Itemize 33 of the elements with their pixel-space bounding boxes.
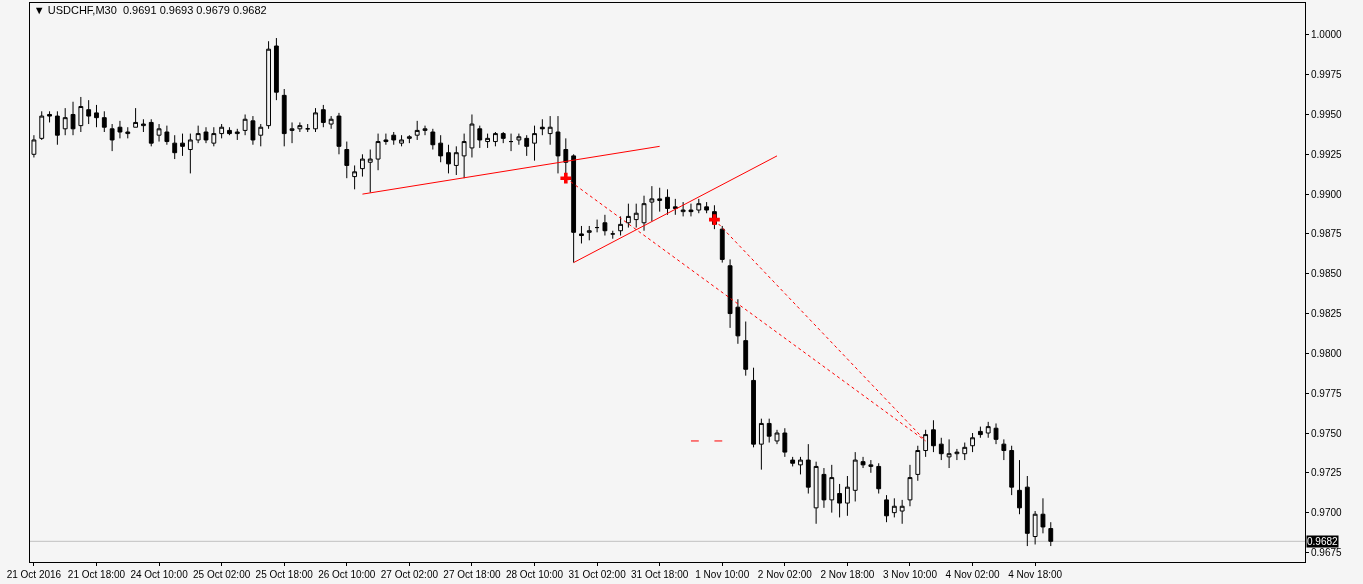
x-tick-label: 2 Nov 18:00 (820, 569, 875, 580)
chart-title: ▼ USDCHF,M30 0.9691 0.9693 0.9679 0.9682 (33, 3, 267, 16)
y-tick-label: 0.9850 (1311, 268, 1343, 280)
y-tick-label: 1.0000 (1311, 29, 1343, 41)
x-tick-label: 21 Oct 2016 (6, 569, 62, 580)
x-tick-label: 27 Oct 02:00 (380, 569, 439, 580)
x-tick-label: 4 Nov 02:00 (945, 569, 1000, 580)
y-tick-label: 0.9750 (1311, 427, 1343, 439)
x-tick-label: 24 Oct 10:00 (130, 569, 189, 580)
x-tick-label: 3 Nov 10:00 (883, 569, 938, 580)
x-tick-label: 28 Oct 10:00 (505, 569, 564, 580)
y-tick-label: 0.9975 (1311, 69, 1343, 81)
x-tick-label: 21 Oct 18:00 (67, 569, 126, 580)
x-tick-label: 1 Nov 10:00 (695, 569, 750, 580)
x-tick-label: 31 Oct 02:00 (568, 569, 627, 580)
y-tick-label: 0.9725 (1311, 467, 1343, 479)
x-tick-label: 4 Nov 18:00 (1008, 569, 1063, 580)
x-tick-label: 2 Nov 02:00 (757, 569, 813, 580)
x-tick-label: 25 Oct 02:00 (193, 569, 251, 580)
x-tick-label: 25 Oct 18:00 (255, 569, 314, 580)
y-tick-label: 0.9700 (1311, 507, 1343, 519)
x-tick-label: 31 Oct 18:00 (631, 569, 689, 580)
y-tick-label: 0.9875 (1311, 228, 1343, 240)
x-tick-label: 27 Oct 18:00 (443, 569, 502, 580)
y-tick-label: 0.9825 (1311, 308, 1343, 320)
ref-line-label: 0.9682 (1307, 536, 1339, 547)
y-tick-label: 0.9675 (1311, 546, 1343, 558)
y-tick-label: 0.9800 (1311, 347, 1343, 359)
x-tick-label: 26 Oct 10:00 (318, 569, 376, 580)
y-tick-label: 0.9950 (1311, 108, 1343, 120)
y-tick-label: 0.9925 (1311, 148, 1343, 160)
y-tick-label: 0.9900 (1311, 188, 1343, 200)
y-tick-label: 0.9775 (1311, 387, 1343, 399)
